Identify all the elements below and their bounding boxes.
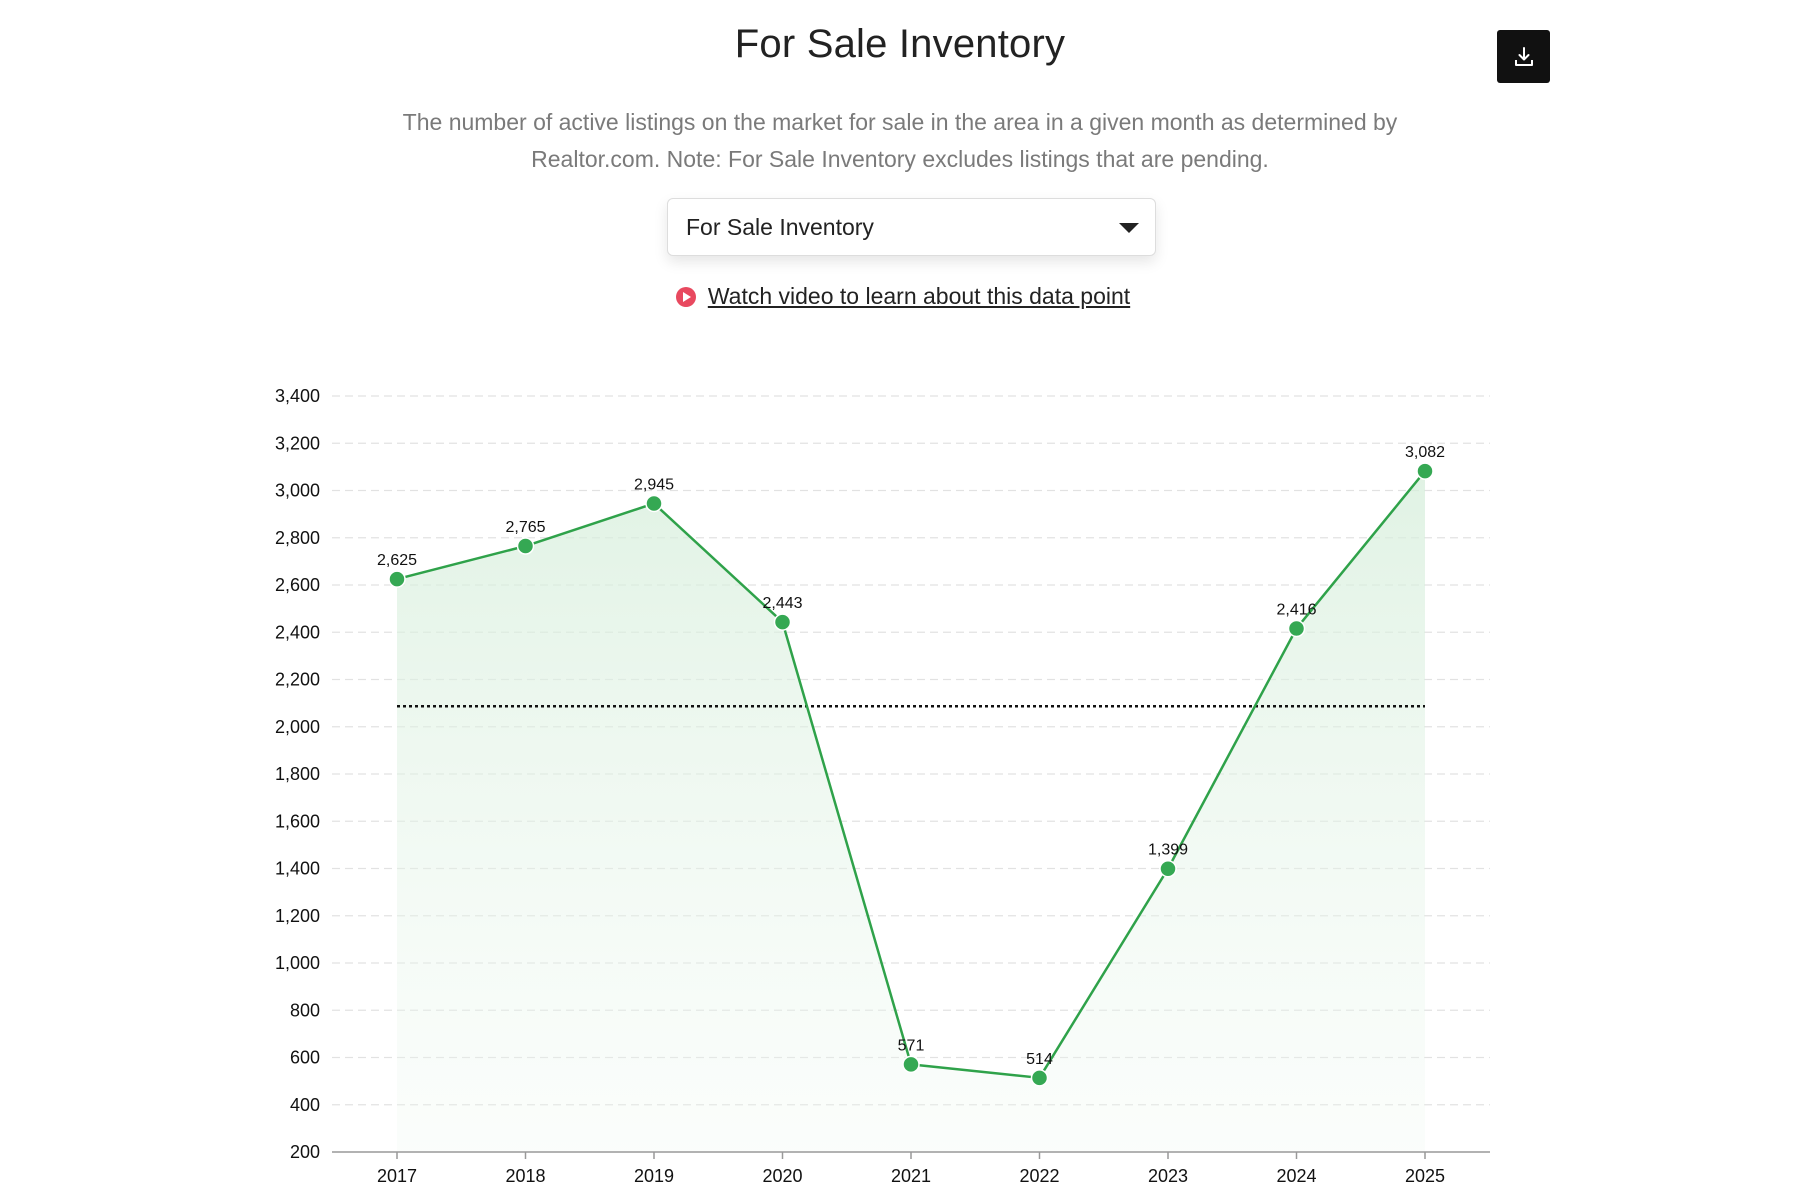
y-tick-label: 800: [290, 1000, 320, 1020]
data-label: 1,399: [1148, 842, 1188, 859]
y-tick-label: 1,800: [275, 764, 320, 784]
x-tick-label: 2020: [762, 1166, 802, 1186]
data-points: [388, 462, 1434, 1087]
chart-description: The number of active listings on the mar…: [400, 104, 1400, 178]
description-line-2: Realtor.com. Note: For Sale Inventory ex…: [531, 146, 1269, 172]
data-label: 514: [1026, 1051, 1053, 1068]
y-tick-label: 600: [290, 1048, 320, 1068]
y-tick-label: 1,600: [275, 811, 320, 831]
x-tick-label: 2024: [1276, 1166, 1316, 1186]
watch-video-link[interactable]: Watch video to learn about this data poi…: [707, 283, 1131, 309]
y-tick-label: 2,800: [275, 528, 320, 548]
data-point: [1159, 859, 1177, 878]
data-point: [1287, 619, 1306, 638]
x-tick-label: 2025: [1405, 1166, 1445, 1186]
series-area: [397, 471, 1425, 1152]
data-label: 2,765: [505, 519, 545, 536]
data-label: 2,443: [762, 595, 802, 612]
x-tick-label: 2018: [505, 1166, 545, 1186]
y-tick-label: 1,000: [275, 953, 320, 973]
y-tick-label: 400: [290, 1095, 320, 1115]
x-tick-label: 2017: [377, 1166, 417, 1186]
data-point: [1030, 1069, 1049, 1087]
y-tick-label: 2,400: [275, 622, 320, 642]
x-tick-label: 2019: [634, 1166, 674, 1186]
play-circle-icon: [675, 286, 696, 307]
x-tick-label: 2023: [1148, 1166, 1188, 1186]
y-tick-label: 3,000: [275, 481, 320, 501]
data-point: [645, 494, 663, 513]
metric-select[interactable]: For Sale Inventory: [667, 198, 1156, 256]
data-label: 2,945: [634, 476, 674, 493]
data-point: [388, 570, 406, 588]
y-tick-label: 2,200: [275, 670, 320, 690]
data-label: 2,625: [377, 552, 417, 569]
x-tick-label: 2021: [891, 1166, 931, 1186]
area-layer: [397, 471, 1425, 1152]
y-tick-label: 1,200: [275, 906, 320, 926]
data-point: [902, 1055, 920, 1074]
data-labels: 2,625 2,765 2,945 2,443 571 514 1,399 2,416 3,08…: [377, 444, 1445, 1068]
data-point: [516, 537, 535, 555]
y-tick-label: 3,400: [275, 386, 320, 406]
y-tick-label: 1,400: [275, 859, 320, 879]
y-tick-label: 2,000: [275, 717, 320, 737]
description-line-1: The number of active listings on the mar…: [402, 109, 1398, 135]
data-point: [1416, 462, 1434, 480]
data-label: 3,082: [1405, 444, 1445, 461]
axes: 200 400 600 800 1,000 1,200 1,400 1,600 1,800 2,0…: [275, 386, 1490, 1186]
download-icon: [1514, 46, 1533, 66]
data-point: [773, 613, 792, 631]
caret-down-icon: [1119, 223, 1139, 233]
data-label: 571: [898, 1037, 925, 1054]
metric-select-value: For Sale Inventory: [686, 213, 874, 240]
data-label: 2,416: [1276, 601, 1316, 618]
page-title: For Sale Inventory: [734, 22, 1066, 66]
y-tick-label: 2,600: [275, 575, 320, 595]
x-tick-label: 2022: [1019, 1166, 1059, 1186]
y-tick-label: 3,200: [275, 433, 320, 453]
download-button[interactable]: [1497, 30, 1550, 83]
y-tick-label: 200: [290, 1142, 320, 1162]
video-link-row: Watch video to learn about this data poi…: [0, 283, 1800, 310]
